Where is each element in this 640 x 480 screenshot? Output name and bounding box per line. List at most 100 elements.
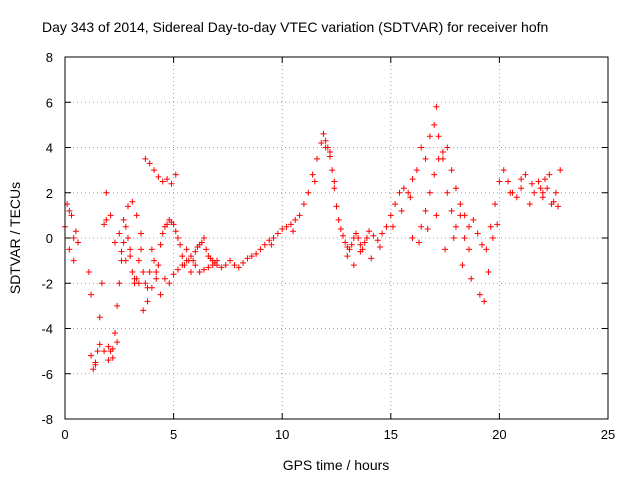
data-point — [85, 268, 92, 275]
data-point — [290, 228, 297, 235]
data-point — [98, 280, 105, 287]
data-point — [555, 203, 562, 210]
y-axis-label: SDTVAR / TECUs — [7, 182, 23, 294]
data-point — [433, 103, 440, 110]
data-point — [153, 268, 160, 275]
data-point — [146, 160, 153, 167]
data-point — [138, 246, 145, 253]
data-point — [320, 130, 327, 137]
data-point — [305, 189, 312, 196]
data-point — [479, 241, 486, 248]
data-point — [292, 216, 299, 223]
data-point — [335, 216, 342, 223]
data-point — [396, 189, 403, 196]
data-point — [122, 257, 129, 264]
data-point — [177, 241, 184, 248]
data-point — [283, 223, 290, 230]
data-point — [422, 155, 429, 162]
data-point — [518, 176, 525, 183]
data-point — [118, 248, 125, 255]
data-point — [431, 171, 438, 178]
data-point — [96, 341, 103, 348]
data-point — [379, 230, 386, 237]
x-tick-labels: 0 5 10 15 20 25 — [61, 427, 615, 442]
data-point — [172, 228, 179, 235]
data-point — [218, 264, 225, 271]
data-point — [442, 246, 449, 253]
data-point — [485, 268, 492, 275]
data-point — [142, 155, 149, 162]
data-point — [465, 223, 472, 230]
y-tick-label: 8 — [46, 50, 53, 65]
data-point — [400, 185, 407, 192]
data-point — [363, 235, 370, 241]
data-point — [413, 167, 420, 174]
data-point — [96, 314, 103, 321]
data-point — [92, 361, 99, 368]
data-point — [348, 241, 355, 248]
data-point — [318, 139, 325, 146]
data-point — [214, 257, 221, 264]
data-point — [187, 268, 194, 275]
data-point — [444, 144, 451, 151]
data-point — [164, 221, 171, 228]
data-point — [476, 291, 483, 298]
y-tick-label: 0 — [46, 231, 53, 246]
data-point — [105, 343, 112, 350]
data-point — [470, 216, 477, 223]
data-point — [361, 239, 368, 246]
data-point — [337, 225, 344, 232]
data-point — [205, 264, 212, 271]
data-point — [366, 228, 373, 235]
data-point — [88, 352, 95, 359]
data-point — [101, 348, 108, 355]
y-tick-labels: -8 -6 -4 -2 0 2 4 6 8 — [41, 50, 53, 427]
data-point — [192, 248, 199, 255]
data-point — [405, 189, 412, 196]
data-point — [531, 189, 538, 196]
data-point — [331, 178, 338, 185]
data-point — [474, 230, 481, 237]
data-point — [322, 137, 329, 144]
data-series-sdtvar — [62, 103, 564, 373]
data-point — [557, 167, 564, 174]
data-point — [409, 235, 416, 241]
data-point — [422, 207, 429, 214]
data-point — [357, 248, 364, 255]
data-point — [192, 262, 199, 269]
y-tick-label: -4 — [41, 322, 53, 337]
data-point — [183, 257, 190, 264]
y-tick-label: -2 — [41, 276, 53, 291]
data-point — [331, 185, 338, 192]
data-point — [248, 253, 255, 260]
x-tick-label: 5 — [170, 427, 177, 442]
y-tick-label: -6 — [41, 367, 53, 382]
data-point — [357, 241, 364, 248]
data-point — [103, 189, 110, 196]
data-point — [376, 244, 383, 251]
data-point — [187, 253, 194, 260]
data-point — [537, 185, 544, 192]
data-point — [374, 237, 381, 244]
data-point — [518, 185, 525, 192]
data-point — [174, 266, 181, 273]
data-point — [370, 232, 377, 239]
data-point — [105, 357, 112, 364]
data-point — [70, 257, 77, 264]
plot-frame — [64, 56, 609, 420]
data-point — [138, 230, 145, 237]
data-point — [170, 221, 177, 228]
data-point — [116, 230, 123, 237]
data-point — [398, 207, 405, 214]
data-point — [457, 201, 464, 208]
data-point — [94, 348, 101, 355]
data-point — [389, 223, 396, 230]
data-point — [431, 121, 438, 128]
data-point — [222, 262, 229, 269]
data-point — [198, 239, 205, 246]
data-point — [159, 230, 166, 237]
data-point — [166, 280, 173, 287]
data-point — [88, 291, 95, 298]
data-point — [235, 264, 242, 271]
